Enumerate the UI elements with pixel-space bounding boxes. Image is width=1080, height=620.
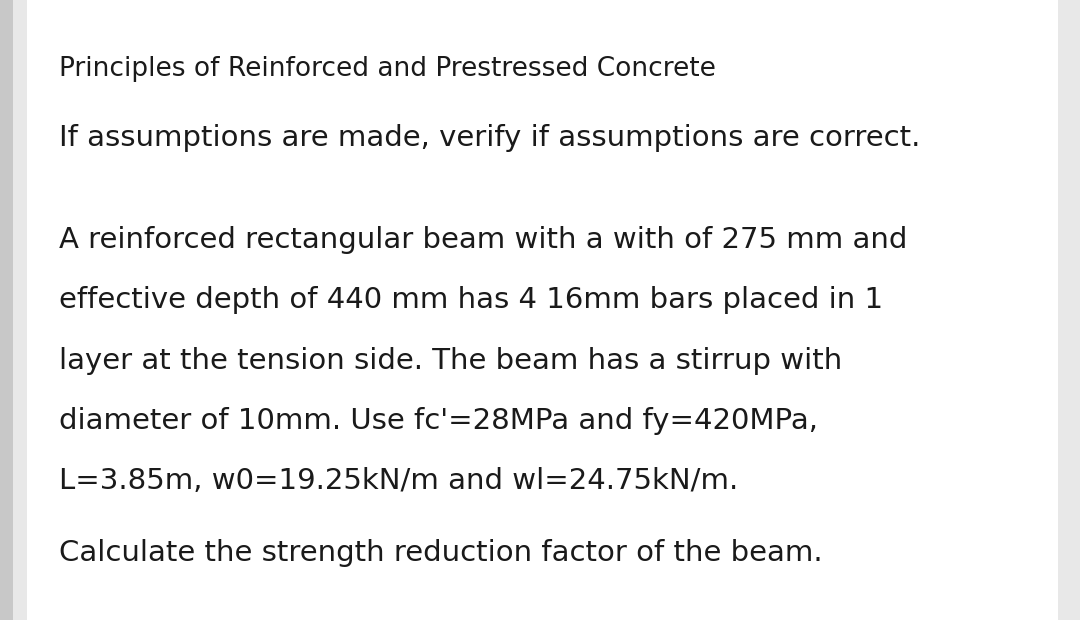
Bar [0,0,13,620]
Text: A reinforced rectangular beam with a with of 275 mm and: A reinforced rectangular beam with a wit… [59,226,908,254]
Text: layer at the tension side. The beam has a stirrup with: layer at the tension side. The beam has … [59,347,842,374]
Text: Principles of Reinforced and Prestressed Concrete: Principles of Reinforced and Prestressed… [59,56,716,82]
Text: If assumptions are made, verify if assumptions are correct.: If assumptions are made, verify if assum… [59,124,921,152]
Text: diameter of 10mm. Use fc'=28MPa and fy=420MPa,: diameter of 10mm. Use fc'=28MPa and fy=4… [59,407,819,435]
Text: L=3.85m, w0=19.25kN/m and wl=24.75kN/m.: L=3.85m, w0=19.25kN/m and wl=24.75kN/m. [59,467,739,495]
Text: Calculate the strength reduction factor of the beam.: Calculate the strength reduction factor … [59,539,823,567]
Text: effective depth of 440 mm has 4 16mm bars placed in 1: effective depth of 440 mm has 4 16mm bar… [59,286,883,314]
